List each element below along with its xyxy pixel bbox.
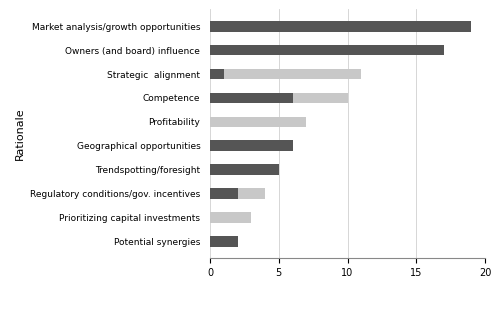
Bar — [210, 21, 471, 32]
Bar — [210, 45, 444, 55]
Bar — [238, 188, 265, 199]
Y-axis label: Rationale: Rationale — [14, 107, 24, 160]
Bar — [210, 164, 279, 175]
Bar — [210, 93, 292, 103]
Bar — [224, 69, 361, 79]
Bar — [210, 188, 238, 199]
Bar — [210, 212, 252, 223]
Bar — [210, 236, 238, 247]
Bar — [210, 140, 292, 151]
Bar — [210, 117, 306, 127]
Bar — [210, 69, 224, 79]
Bar — [292, 93, 348, 103]
